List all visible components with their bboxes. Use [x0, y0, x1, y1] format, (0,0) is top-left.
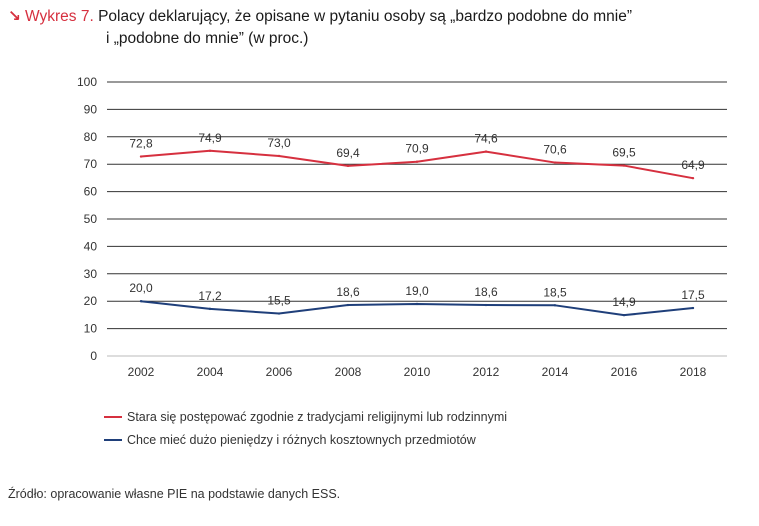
data-point-0-2006 [277, 154, 281, 158]
chart-legend: Stara się postępować zgodnie z tradycjam… [104, 405, 507, 451]
data-point-1-2018 [691, 306, 695, 310]
data-point-1-2002 [139, 300, 143, 303]
data-label-0-2004: 74,9 [198, 131, 222, 145]
data-label-0-2018: 64,9 [681, 158, 705, 172]
x-tick-label-2014: 2014 [542, 365, 569, 379]
data-point-0-2008 [346, 164, 350, 168]
data-point-0-2016 [622, 164, 626, 167]
figure-label: Wykres 7. [25, 8, 94, 25]
source-note: Źródło: opracowanie własne PIE na podsta… [8, 487, 341, 501]
legend-swatch-blue [104, 438, 122, 441]
x-tick-label-2016: 2016 [611, 365, 638, 379]
data-label-1-2004: 17,2 [198, 289, 222, 303]
data-point-0-2004 [208, 149, 212, 152]
chart-title: ↘ Wykres 7. Polacy deklarujący, że opisan… [8, 6, 753, 50]
legend-item-money: Chce mieć dużo pieniędzy i różnych koszt… [104, 428, 507, 451]
y-tick-label-80: 80 [84, 130, 98, 144]
y-tick-label-60: 60 [84, 185, 98, 199]
x-tick-label-2010: 2010 [404, 365, 431, 379]
data-point-1-2014 [553, 304, 557, 307]
data-point-1-2008 [346, 303, 350, 307]
data-label-1-2008: 18,6 [336, 285, 360, 299]
data-point-0-2010 [415, 160, 419, 163]
legend-label-religious: Stara się postępować zgodnie z tradycjam… [127, 409, 508, 424]
data-point-0-2002 [139, 155, 143, 158]
data-label-0-2012: 74,6 [474, 132, 498, 146]
y-tick-label-70: 70 [84, 157, 98, 171]
data-point-1-2006 [277, 312, 281, 315]
arrow-down-right-icon: ↘ [8, 8, 21, 25]
y-tick-label-90: 90 [84, 102, 98, 116]
data-label-0-2002: 72,8 [129, 137, 153, 151]
y-tick-label-100: 100 [77, 75, 97, 89]
legend-label-money: Chce mieć dużo pieniędzy i różnych koszt… [127, 432, 476, 447]
data-point-1-2004 [208, 307, 212, 311]
x-tick-label-2004: 2004 [197, 365, 224, 379]
y-tick-label-10: 10 [84, 322, 98, 336]
data-point-1-2016 [622, 313, 626, 317]
data-label-0-2008: 69,4 [336, 146, 360, 160]
data-label-0-2010: 70,9 [405, 142, 429, 156]
x-tick-label-2008: 2008 [335, 365, 362, 379]
data-label-0-2014: 70,6 [543, 143, 567, 157]
y-tick-label-50: 50 [84, 212, 98, 226]
line-chart: 0 10 20 30 40 50 60 70 80 90 100 2002 2004 2006 2008 20… [77, 75, 727, 379]
title-line-1: Polacy deklarujący, że opisane w pytaniu… [98, 8, 632, 25]
y-tick-label-0: 0 [90, 349, 97, 363]
data-point-1-2010 [415, 302, 419, 306]
x-tick-label-2002: 2002 [128, 365, 155, 379]
data-point-0-2014 [553, 161, 557, 164]
y-tick-label-30: 30 [84, 267, 98, 281]
data-label-1-2010: 19,0 [405, 284, 429, 298]
data-label-1-2012: 18,6 [474, 285, 498, 299]
data-point-1-2012 [484, 303, 488, 307]
data-label-0-2016: 69,5 [612, 146, 636, 160]
x-tick-label-2006: 2006 [266, 365, 293, 379]
data-label-0-2006: 73,0 [267, 136, 291, 150]
data-label-1-2016: 14,9 [612, 295, 636, 309]
legend-swatch-red [104, 415, 122, 418]
data-point-0-2012 [484, 150, 488, 153]
legend-item-religious: Stara się postępować zgodnie z tradycjam… [104, 405, 507, 428]
y-tick-label-20: 20 [84, 294, 98, 308]
data-point-0-2018 [691, 176, 695, 180]
y-tick-label-40: 40 [84, 239, 98, 253]
title-line-2: i „podobne do mnie” (w proc.) [106, 30, 309, 47]
x-tick-label-2018: 2018 [680, 365, 707, 379]
data-label-1-2018: 17,5 [681, 288, 705, 302]
data-label-1-2002: 20,0 [129, 281, 153, 295]
x-tick-label-2012: 2012 [473, 365, 500, 379]
data-label-1-2006: 15,5 [267, 294, 291, 308]
data-label-1-2014: 18,5 [543, 285, 567, 299]
